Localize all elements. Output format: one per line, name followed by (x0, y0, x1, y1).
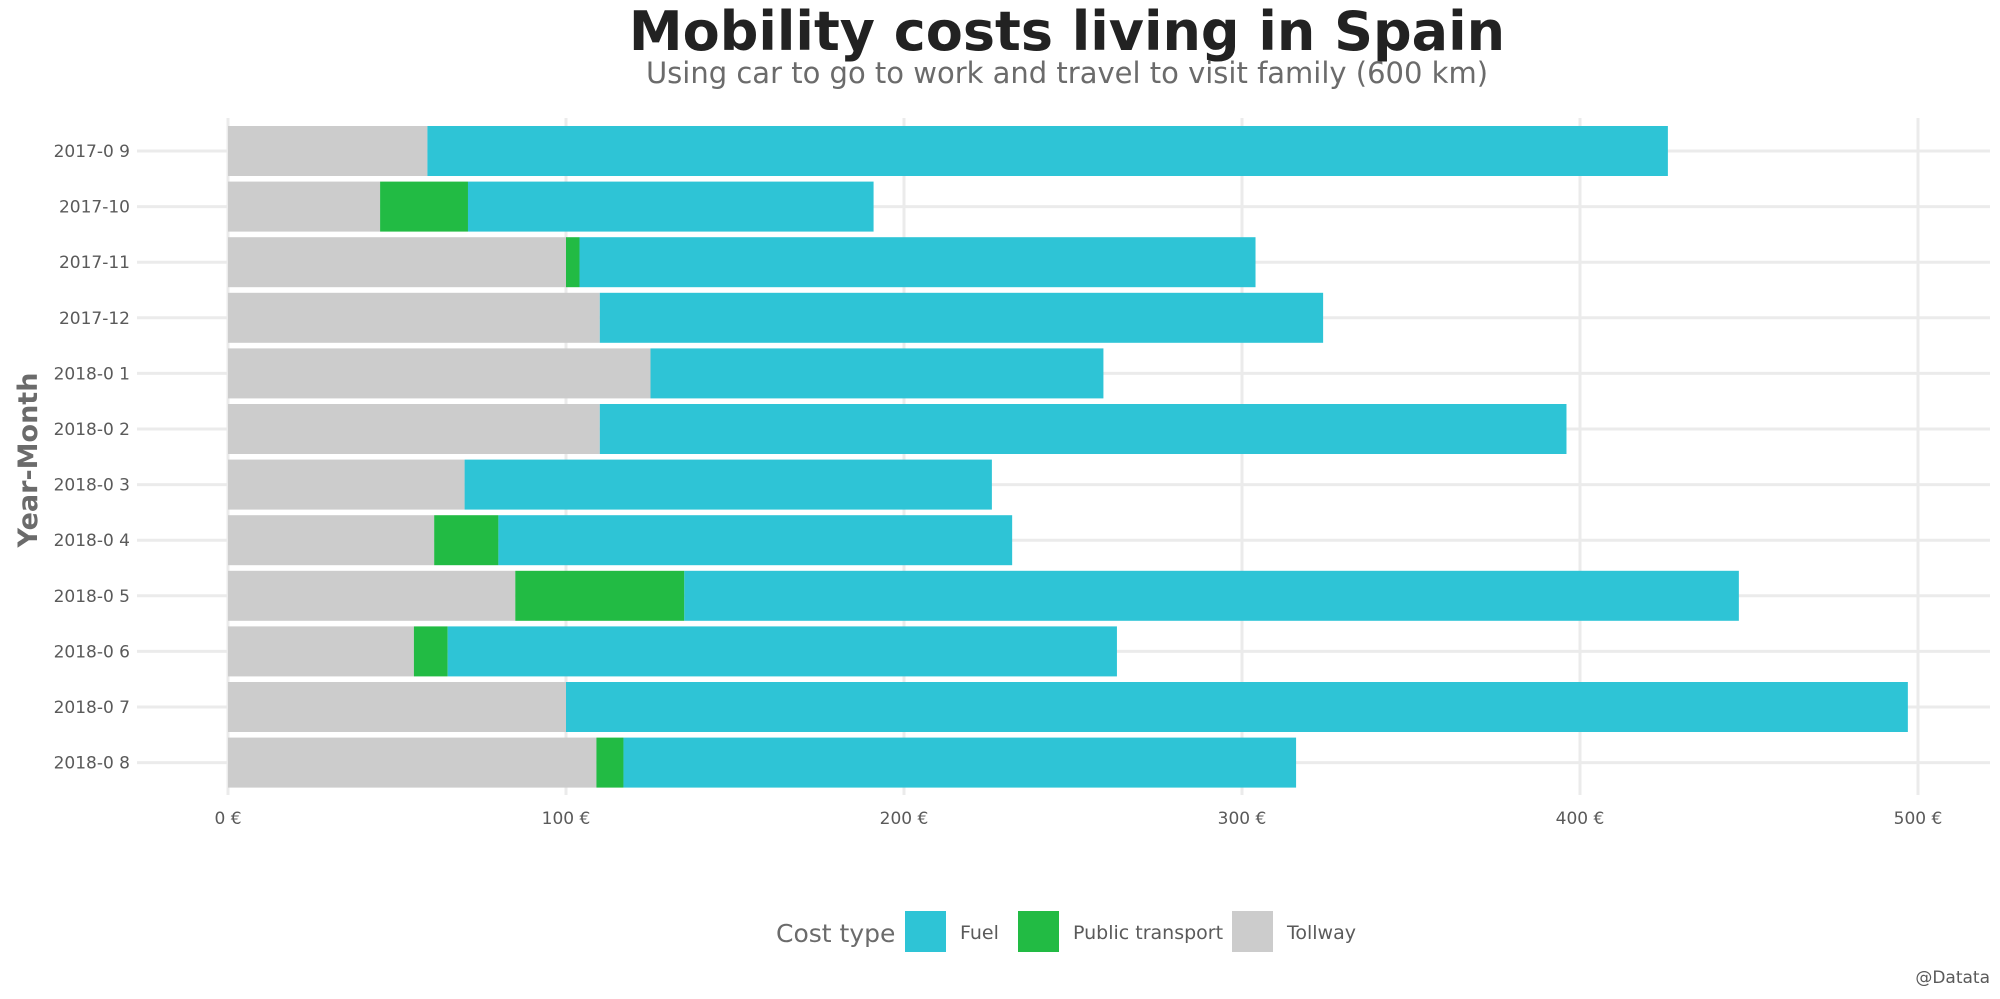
bar-tollway-5 (228, 404, 600, 454)
legend-label-public-transport: Public transport (1073, 922, 1223, 944)
chart-subtitle: Using car to go to work and travel to vi… (646, 56, 1488, 90)
x-tick-label-2: 200 € (880, 809, 929, 829)
legend-key-public-transport (1018, 911, 1059, 952)
bar-fuel-8 (684, 570, 1739, 621)
y-tick-label-8: 2018-0 5 (54, 587, 130, 607)
bar-fuel-7 (498, 515, 1013, 566)
x-tick-label-0: 0 € (214, 809, 241, 829)
bar-fuel-3 (599, 292, 1324, 343)
y-tick-label-1: 2017-10 (59, 198, 130, 218)
y-tick-label-6: 2018-0 3 (54, 476, 130, 496)
bar-public-transport-2 (566, 237, 580, 288)
bar-fuel-6 (464, 459, 992, 510)
bar-tollway-8 (228, 570, 516, 621)
x-tick-label-4: 400 € (1556, 809, 1605, 829)
bar-tollway-3 (228, 292, 600, 343)
y-tick-label-2: 2017-11 (59, 253, 130, 273)
bars (228, 126, 1908, 788)
bar-fuel-0 (427, 126, 1668, 176)
x-tick-label-5: 500 € (1894, 809, 1943, 829)
bar-tollway-10 (228, 682, 566, 732)
x-tick-label-3: 300 € (1218, 809, 1267, 829)
bar-public-transport-9 (413, 626, 448, 677)
bar-fuel-10 (566, 682, 1908, 732)
bar-fuel-1 (467, 181, 874, 232)
y-tick-label-9: 2018-0 6 (54, 642, 130, 662)
y-tick-label-7: 2018-0 4 (54, 531, 130, 551)
y-tick-label-10: 2018-0 7 (54, 698, 130, 718)
bar-fuel-11 (623, 737, 1297, 788)
y-tick-label-11: 2018-0 8 (54, 754, 130, 774)
y-tick-label-0: 2017-0 9 (54, 142, 130, 162)
bar-tollway-11 (228, 737, 597, 788)
bar-tollway-4 (228, 348, 651, 399)
bar-tollway-2 (228, 237, 566, 288)
legend-key-fuel (905, 911, 946, 952)
x-axis-ticks: 0 € 100 € 200 € 300 € 400 € 500 € (214, 809, 1942, 829)
legend-label-fuel: Fuel (960, 922, 999, 944)
legend-label-tollway: Tollway (1286, 922, 1356, 944)
bar-tollway-9 (228, 626, 414, 677)
bar-public-transport-1 (380, 181, 468, 232)
legend: Cost type Fuel Public transport Tollway (776, 911, 1356, 952)
bar-tollway-7 (228, 515, 435, 566)
bar-tollway-0 (228, 126, 428, 176)
y-axis-ticks: 2017-0 9 2017-10 2017-11 2017-12 2018-0 1 201… (54, 142, 130, 774)
bar-fuel-5 (599, 404, 1567, 454)
bar-fuel-4 (650, 348, 1104, 399)
bar-public-transport-8 (515, 570, 685, 621)
bar-public-transport-11 (596, 737, 624, 788)
caption: @Datata (1915, 968, 1990, 988)
y-axis-label: Year-Month (13, 373, 44, 549)
bar-fuel-9 (447, 626, 1117, 677)
bar-public-transport-7 (434, 515, 499, 566)
legend-key-tollway (1232, 911, 1273, 952)
y-tick-label-4: 2018-0 1 (54, 364, 130, 384)
x-tick-label-1: 100 € (542, 809, 591, 829)
y-tick-label-3: 2017-12 (59, 309, 130, 329)
y-tick-label-5: 2018-0 2 (54, 420, 130, 440)
bar-tollway-6 (228, 459, 465, 510)
chart-title: Mobility costs living in Spain (629, 0, 1505, 63)
bar-fuel-2 (579, 237, 1256, 288)
bar-tollway-1 (228, 181, 381, 232)
legend-title: Cost type (776, 919, 895, 948)
